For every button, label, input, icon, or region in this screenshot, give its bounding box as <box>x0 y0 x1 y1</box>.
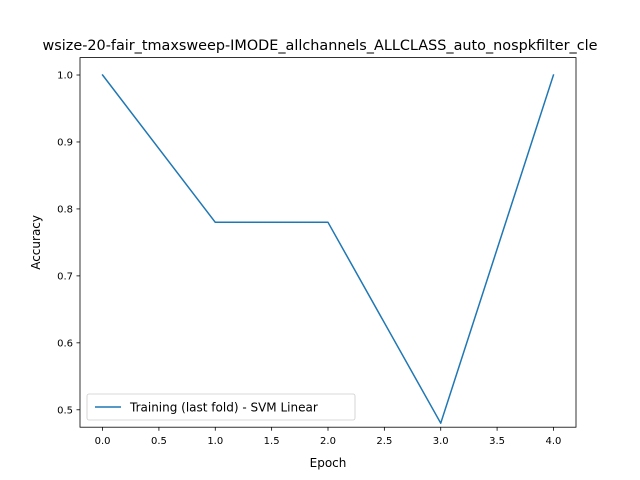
x-axis-ticks: 0.0 0.5 1.0 1.5 2.0 2.5 3.0 3.5 4.0 <box>95 427 562 447</box>
plot-frame <box>79 57 577 428</box>
y-tick-label: 1.0 <box>57 71 73 82</box>
y-tick-label: 0.9 <box>57 138 73 149</box>
x-tick-label: 0.0 <box>95 436 111 447</box>
y-axis-ticks: 0.5 0.6 0.7 0.8 0.9 1.0 <box>57 71 80 416</box>
x-tick-label: 2.0 <box>320 436 336 447</box>
y-axis-label: Accuracy <box>29 215 43 270</box>
x-tick-label: 3.5 <box>489 436 505 447</box>
series-layer <box>101 73 555 424</box>
y-tick-label: 0.6 <box>57 338 73 349</box>
y-tick-label: 0.7 <box>57 271 73 282</box>
chart-title: wsize-20-fair_tmaxsweep-IMODE_allchannel… <box>43 38 598 54</box>
y-tick-label: 0.8 <box>57 205 73 216</box>
x-tick-label: 4.0 <box>546 436 562 447</box>
x-tick-label: 1.0 <box>207 436 223 447</box>
x-tick-label: 3.0 <box>433 436 449 447</box>
legend-box <box>86 393 356 421</box>
x-tick-label: 1.5 <box>264 436 280 447</box>
legend: Training (last fold) - SVM Linear <box>86 393 356 421</box>
legend-label: Training (last fold) - SVM Linear <box>129 401 318 415</box>
x-tick-label: 2.5 <box>376 436 392 447</box>
x-tick-label: 0.5 <box>151 436 167 447</box>
y-tick-label: 0.5 <box>57 405 73 416</box>
x-axis-label: Epoch <box>310 456 347 470</box>
